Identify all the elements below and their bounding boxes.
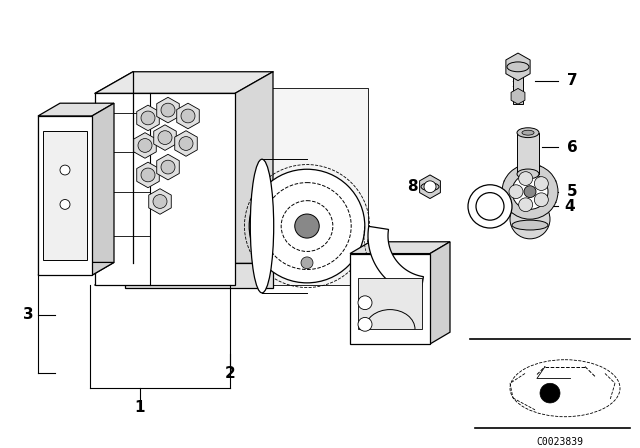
Circle shape — [301, 257, 313, 269]
Polygon shape — [137, 105, 159, 131]
Polygon shape — [157, 154, 179, 180]
Polygon shape — [513, 72, 523, 104]
Ellipse shape — [522, 130, 534, 135]
Circle shape — [138, 138, 152, 152]
Text: 6: 6 — [566, 140, 577, 155]
Circle shape — [510, 199, 550, 239]
Text: 5: 5 — [566, 184, 577, 199]
Circle shape — [540, 383, 560, 403]
Polygon shape — [368, 226, 424, 296]
Ellipse shape — [250, 159, 274, 293]
Polygon shape — [38, 116, 92, 275]
Circle shape — [518, 172, 532, 185]
Polygon shape — [92, 103, 114, 275]
Circle shape — [534, 193, 548, 207]
Polygon shape — [38, 103, 114, 116]
Text: C0023839: C0023839 — [536, 437, 584, 448]
Polygon shape — [358, 278, 422, 329]
Text: 7: 7 — [566, 73, 577, 88]
Circle shape — [468, 185, 512, 228]
Polygon shape — [350, 242, 450, 254]
Polygon shape — [134, 133, 156, 158]
Text: 8: 8 — [406, 179, 417, 194]
Circle shape — [512, 174, 548, 209]
Ellipse shape — [517, 169, 539, 179]
Polygon shape — [148, 189, 172, 214]
Ellipse shape — [512, 220, 548, 230]
Polygon shape — [350, 254, 430, 344]
Circle shape — [141, 168, 155, 182]
Circle shape — [502, 164, 558, 219]
Text: 4: 4 — [564, 199, 575, 214]
Polygon shape — [235, 72, 273, 285]
Circle shape — [476, 193, 504, 220]
Circle shape — [509, 185, 523, 198]
Polygon shape — [125, 263, 273, 288]
Circle shape — [358, 318, 372, 331]
Circle shape — [358, 296, 372, 310]
Polygon shape — [95, 93, 235, 285]
Circle shape — [281, 201, 333, 251]
Circle shape — [161, 103, 175, 117]
Circle shape — [179, 137, 193, 151]
Text: 2: 2 — [225, 366, 236, 381]
Circle shape — [295, 214, 319, 238]
Polygon shape — [506, 53, 530, 81]
Polygon shape — [157, 97, 179, 123]
Polygon shape — [38, 263, 114, 275]
Polygon shape — [517, 133, 539, 174]
Ellipse shape — [297, 193, 317, 259]
Circle shape — [249, 169, 365, 283]
Polygon shape — [430, 242, 450, 344]
Polygon shape — [175, 131, 197, 156]
Polygon shape — [95, 263, 273, 285]
Polygon shape — [420, 175, 440, 198]
Circle shape — [518, 198, 532, 211]
Text: 3: 3 — [22, 307, 33, 322]
Circle shape — [158, 131, 172, 144]
Circle shape — [161, 160, 175, 174]
Circle shape — [263, 183, 351, 270]
Ellipse shape — [507, 62, 529, 72]
Ellipse shape — [421, 183, 439, 191]
Circle shape — [141, 111, 155, 125]
Polygon shape — [137, 162, 159, 188]
Circle shape — [153, 194, 167, 208]
Ellipse shape — [517, 128, 539, 138]
Polygon shape — [235, 88, 368, 285]
Circle shape — [424, 181, 436, 193]
Circle shape — [534, 177, 548, 190]
Polygon shape — [511, 88, 525, 104]
Circle shape — [181, 109, 195, 123]
Polygon shape — [95, 72, 273, 93]
Text: 1: 1 — [135, 401, 145, 415]
Circle shape — [524, 186, 536, 198]
Polygon shape — [43, 131, 87, 260]
Polygon shape — [154, 125, 176, 151]
Polygon shape — [177, 103, 199, 129]
Circle shape — [60, 165, 70, 175]
Circle shape — [60, 199, 70, 209]
